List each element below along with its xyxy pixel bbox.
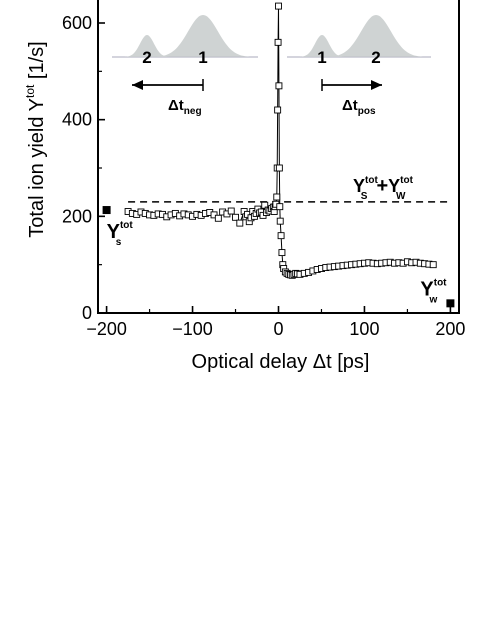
delay-label-main: Δt <box>168 97 184 114</box>
pulse-large <box>328 15 424 57</box>
data-point <box>275 82 283 90</box>
reference-point <box>102 206 111 215</box>
y-axis-label: Total ion yield Ytot [1/s] <box>23 41 48 237</box>
data-point <box>276 217 284 225</box>
delay-label-sub: neg <box>184 106 202 117</box>
ref-label-sub: w <box>429 294 438 305</box>
pulse-inset: 2 1 Δtneg <box>112 15 258 117</box>
dashed-line-label: Ytot S +Ytot W <box>353 175 414 202</box>
data-point <box>274 38 282 46</box>
pulse-large <box>155 15 251 57</box>
ref-label-main: Y <box>107 221 121 243</box>
ref-label-main: Y <box>420 278 434 300</box>
pulse-inset: 1 2 Δtpos <box>287 15 431 117</box>
y-axis-label-unit: [1/s] <box>26 41 48 84</box>
data-point <box>232 213 239 221</box>
ref-label-sub: s <box>116 237 122 248</box>
label-sup1: tot <box>365 175 378 186</box>
label-sup2: tot <box>400 175 413 186</box>
data-point <box>227 207 235 215</box>
ref-label-sup: tot <box>120 220 133 231</box>
reference-point-label: Ytot s <box>107 220 134 248</box>
y-tick-label: 0 <box>82 303 92 323</box>
x-tick-label: −100 <box>172 319 213 339</box>
pulse-small <box>299 35 345 57</box>
arrow-head <box>132 80 143 90</box>
pulse-number: 1 <box>198 48 207 67</box>
x-axis-label: Optical delay Δt [ps] <box>192 351 370 373</box>
pulse-number: 1 <box>317 48 326 67</box>
y-tick-label: 400 <box>62 110 92 130</box>
label-sub2: W <box>396 191 406 202</box>
label-plus: + <box>376 175 388 197</box>
label-y1: Y <box>353 176 365 196</box>
data-point <box>236 219 244 227</box>
reference-point-label: Ytot w <box>420 277 447 305</box>
label-sub1: S <box>361 191 368 202</box>
data-point <box>273 193 281 201</box>
arrow-head <box>371 80 382 90</box>
data-point <box>275 2 282 10</box>
y-axis-label-main: Total ion yield Y <box>26 98 48 238</box>
data-point <box>278 249 286 257</box>
reference-point <box>446 299 455 308</box>
pulse-number: 2 <box>142 48 151 67</box>
x-tick-label: 100 <box>349 319 379 339</box>
x-tick-label: 0 <box>273 319 283 339</box>
pulse-small <box>124 35 170 57</box>
delay-label-main: Δt <box>342 97 358 114</box>
x-tick-label: −200 <box>86 319 127 339</box>
data-point <box>214 214 222 222</box>
delay-label: Δtneg <box>168 97 202 117</box>
data-point <box>276 203 284 211</box>
ref-label-sup: tot <box>434 277 447 288</box>
label-y2: Y <box>388 176 400 196</box>
delay-label-sub: pos <box>358 106 376 117</box>
delay-label: Δtpos <box>342 97 376 117</box>
data-point <box>274 106 282 114</box>
data-point <box>429 261 437 269</box>
y-tick-label: 200 <box>62 206 92 226</box>
x-tick-label: 200 <box>435 319 465 339</box>
y-tick-label: 600 <box>62 13 92 33</box>
data-point <box>277 232 285 240</box>
y-axis-label-sup: tot <box>23 84 37 98</box>
pulse-number: 2 <box>371 48 380 67</box>
data-point <box>275 164 283 172</box>
